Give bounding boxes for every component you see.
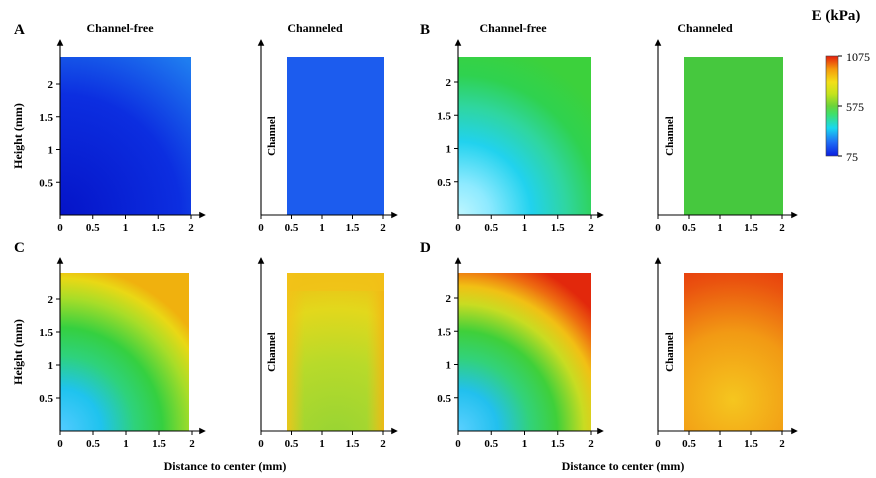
x-tick-label: 0	[258, 222, 264, 234]
x-tick-label: 2	[189, 438, 195, 450]
x-tick-label: 1.5	[551, 222, 565, 234]
y-tick-label: 1.5	[437, 110, 451, 122]
y-tick-label: 2	[446, 77, 452, 89]
x-tick-label: 0.5	[285, 222, 299, 234]
x-tick-label: 0	[455, 438, 461, 450]
column-title: Channeled	[287, 21, 343, 35]
x-tick-label: 0.5	[682, 438, 696, 450]
column-title: Channel-free	[86, 21, 154, 35]
y-axis-title: Height (mm)	[11, 319, 25, 385]
y-tick-label: 2	[48, 294, 54, 306]
y-tick-label: 1	[446, 360, 452, 372]
heatmap-field-d-channeled	[684, 273, 783, 431]
x-axis-title: Distance to center (mm)	[164, 459, 287, 473]
x-tick-label: 0.5	[484, 438, 498, 450]
y-tick-label: 0.5	[437, 393, 451, 405]
column-title: Channel-free	[479, 21, 547, 35]
channel-label: Channel	[664, 332, 676, 372]
y-tick-label: 1	[48, 145, 54, 157]
heatmap-field-d-free	[458, 273, 591, 431]
x-tick-label: 0.5	[285, 438, 299, 450]
x-tick-label: 1	[123, 222, 129, 234]
x-tick-label: 0	[455, 222, 461, 234]
x-tick-label: 1.5	[551, 438, 565, 450]
x-tick-label: 1	[319, 222, 325, 234]
heatmap-field-c-channeled-edges	[287, 273, 384, 431]
y-tick-label: 1.5	[39, 327, 53, 339]
x-tick-label: 2	[779, 222, 785, 234]
x-tick-label: 0	[655, 438, 661, 450]
x-tick-label: 2	[588, 438, 594, 450]
channel-label: Channel	[266, 116, 278, 156]
y-tick-label: 1.5	[39, 112, 53, 124]
heatmap-field-c-channeled-top	[287, 273, 384, 291]
y-tick-label: 2	[48, 79, 54, 91]
x-tick-label: 1	[717, 438, 723, 450]
x-tick-label: 0.5	[484, 222, 498, 234]
x-tick-label: 0	[57, 438, 63, 450]
x-tick-label: 1.5	[151, 222, 165, 234]
x-tick-label: 0	[57, 222, 63, 234]
x-tick-label: 2	[188, 222, 194, 234]
heatmap-field-b-channeled	[684, 57, 783, 215]
y-tick-label: 1.5	[437, 326, 451, 338]
axes-layer: 0 0.5 1 1.5 2 0.5 1 1.5 2 0 0.5 1 1.5 2 0 0.5 1 1.5 2 0.5 1 1…	[39, 39, 798, 450]
heatmap-field-a-channeled	[287, 57, 384, 215]
y-tick-label: 0.5	[39, 393, 53, 405]
heatmap-field-c-free	[60, 273, 189, 431]
x-tick-label: 2	[779, 438, 785, 450]
x-tick-label: 1	[522, 222, 528, 234]
x-tick-label: 1.5	[346, 438, 360, 450]
colorbar-tick-label: 1075	[846, 50, 870, 64]
x-tick-label: 0.5	[86, 222, 100, 234]
x-tick-label: 1	[319, 438, 325, 450]
x-tick-label: 0	[258, 438, 264, 450]
colorbar	[825, 55, 839, 157]
x-tick-label: 1	[717, 222, 723, 234]
panel-letter: C	[14, 240, 25, 256]
channel-label: Channel	[266, 332, 278, 372]
x-axis-title: Distance to center (mm)	[562, 459, 685, 473]
x-tick-label: 1	[123, 438, 129, 450]
y-tick-label: 1	[48, 360, 54, 372]
x-tick-label: 0.5	[682, 222, 696, 234]
x-tick-label: 0	[655, 222, 661, 234]
x-tick-label: 2	[588, 222, 594, 234]
y-axis-title: Height (mm)	[11, 103, 25, 169]
y-tick-label: 0.5	[437, 177, 451, 189]
y-tick-label: 1	[446, 144, 452, 156]
colorbar-tick-label: 575	[846, 100, 864, 114]
y-tick-label: 2	[446, 293, 452, 305]
colorbar-tick-label: 75	[846, 150, 858, 164]
x-tick-label: 1.5	[346, 222, 360, 234]
y-tick-label: 0.5	[39, 177, 53, 189]
heatmap-field-a-free	[60, 57, 191, 215]
x-tick-label: 1.5	[152, 438, 166, 450]
x-tick-label: 2	[380, 222, 386, 234]
x-tick-label: 1.5	[744, 222, 758, 234]
column-title: Channeled	[677, 21, 733, 35]
panel-letter: D	[420, 240, 431, 256]
x-tick-label: 1.5	[744, 438, 758, 450]
channel-label: Channel	[664, 116, 676, 156]
colorbar-title: E (kPa)	[812, 8, 861, 24]
panel-letter: B	[420, 22, 430, 38]
x-tick-label: 1	[522, 438, 528, 450]
panel-letter: A	[14, 22, 25, 38]
x-tick-label: 2	[380, 438, 386, 450]
heatmap-field-b-free	[458, 57, 591, 215]
x-tick-label: 0.5	[86, 438, 100, 450]
